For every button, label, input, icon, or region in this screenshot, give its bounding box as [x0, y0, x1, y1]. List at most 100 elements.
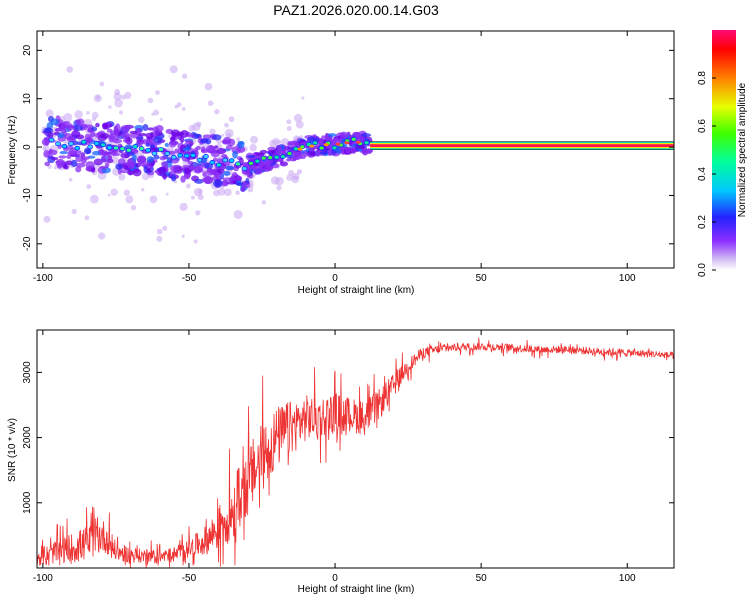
spectrogram-blob: [187, 134, 196, 138]
spectrogram-blob: [95, 122, 100, 128]
spectrogram-blob-faint: [270, 176, 280, 185]
spectrogram-blob: [58, 155, 67, 159]
spectrogram-blob: [153, 136, 163, 144]
spectrogram-peak: [363, 140, 370, 146]
spectrogram-hotspot: [309, 144, 315, 148]
spectrogram-blob: [55, 160, 65, 164]
spectrogram-xlabel: Height of straight line (km): [298, 285, 415, 296]
spectrogram-peak: [177, 152, 184, 158]
spectrogram-blob: [350, 146, 356, 154]
spectrogram-blob-faint: [228, 116, 235, 123]
colorbar-label: Normalized spectral amplitude: [737, 82, 748, 217]
colorbar-tick-label: 0.2: [697, 215, 708, 229]
spectrogram-blob: [157, 166, 167, 174]
spectrogram-blob: [126, 160, 135, 168]
spectrogram-blob-faint: [207, 100, 214, 107]
spectrogram-blob: [287, 141, 292, 147]
spectrogram-blob-faint: [66, 66, 73, 73]
snr-ylabel: SNR (10 * v/v): [7, 418, 18, 482]
spectrogram-hotspot: [335, 142, 341, 146]
spectrogram-blob: [135, 162, 141, 168]
snr-xtick-label: 100: [619, 573, 636, 584]
snr-xtick-label: 50: [476, 573, 488, 584]
spectrogram-blob: [162, 173, 167, 180]
spectrogram-blob: [91, 126, 98, 132]
spectrogram-blob: [136, 140, 143, 148]
spectrogram-peak: [80, 139, 87, 145]
spectrogram-blob-faint: [89, 194, 99, 204]
snr-series-line: [37, 337, 674, 568]
spectrogram-xtick-label: 0: [332, 273, 338, 284]
spectrogram-blob-faint: [261, 200, 266, 205]
spectrogram-blob: [74, 150, 82, 156]
spectrogram-blob: [258, 164, 264, 169]
spectrogram-blob-faint: [295, 120, 304, 129]
spectrogram-blob: [245, 177, 250, 185]
spectrogram-blob: [63, 165, 69, 170]
spectrogram-blob-faint: [224, 128, 234, 138]
spectrogram-blob: [200, 148, 209, 154]
spectrogram-blob-faint: [42, 144, 50, 151]
spectrogram-blob-faint: [156, 235, 163, 242]
colorbar-tick-label: 0.8: [697, 71, 708, 85]
spectrogram-blob: [209, 171, 220, 175]
spectrogram-blob-faint: [91, 117, 97, 122]
spectrogram-blob: [300, 155, 306, 160]
figure-title: PAZ1.2026.020.00.14.G03: [273, 2, 439, 18]
spectrogram-blob: [57, 132, 65, 139]
spectrogram-blob-faint: [181, 234, 185, 238]
spectrogram-blob: [222, 139, 228, 145]
spectrogram-blob: [179, 135, 185, 144]
spectrogram-blob: [43, 127, 54, 134]
steady-line-core: [370, 144, 674, 148]
spectrogram-blob: [220, 180, 229, 187]
spectrogram-blob: [235, 175, 242, 182]
spectrogram-hotspot: [323, 143, 329, 147]
spectrogram-blob: [66, 154, 72, 160]
spectrogram-blob-faint: [113, 92, 122, 101]
snr-ytick-label: 3000: [22, 361, 33, 384]
spectrogram-blob: [225, 165, 235, 171]
spectrogram-peak: [119, 146, 126, 152]
spectrogram-blob: [137, 155, 147, 164]
spectrogram-blob-faint: [86, 184, 92, 189]
spectrogram-blob-faint: [98, 232, 106, 240]
spectrogram-blob: [51, 156, 59, 161]
spectrogram-blob: [182, 147, 190, 152]
spectrogram-blob: [345, 149, 351, 154]
snr-background: [37, 330, 674, 568]
spectrogram-peak: [190, 152, 196, 158]
snr-ytick-label: 2000: [22, 426, 33, 449]
spectrogram-blob: [44, 161, 51, 167]
spectrogram-blob: [340, 146, 350, 150]
spectrogram-blob: [66, 136, 76, 143]
spectrogram-blob: [206, 168, 214, 173]
spectrogram-peak: [254, 158, 261, 164]
spectrogram-blob: [327, 133, 337, 137]
spectrogram-blob-faint: [197, 194, 204, 201]
spectrogram-blob: [90, 130, 96, 138]
spectrogram-xtick-label: 50: [476, 273, 488, 284]
spectrogram-blob: [211, 134, 222, 141]
spectrogram-blob-faint: [71, 208, 77, 215]
spectrogram-blob-faint: [286, 119, 292, 125]
spectrogram-blob: [139, 161, 147, 167]
spectrogram-blob: [44, 138, 50, 146]
spectrogram-blob-faint: [155, 90, 160, 95]
spectrogram-blob-faint: [301, 96, 305, 100]
spectrogram-blob-faint: [174, 104, 179, 109]
spectrogram-blob-faint: [53, 165, 58, 170]
snr-xtick-label: 0: [332, 573, 338, 584]
spectrogram-blob: [75, 155, 84, 162]
spectrogram-blob-faint: [181, 107, 186, 111]
spectrogram-peak: [112, 145, 119, 151]
spectrogram-blob: [168, 150, 176, 155]
spectrogram-ytick-label: -10: [22, 188, 33, 203]
spectrogram-blob: [50, 118, 60, 126]
spectrogram-blob: [146, 156, 155, 163]
spectrogram-blob-faint: [190, 195, 195, 200]
spectrogram-blob: [138, 132, 147, 137]
spectrogram-blob-faint: [63, 112, 73, 122]
spectrogram-ytick-label: 10: [22, 93, 33, 105]
